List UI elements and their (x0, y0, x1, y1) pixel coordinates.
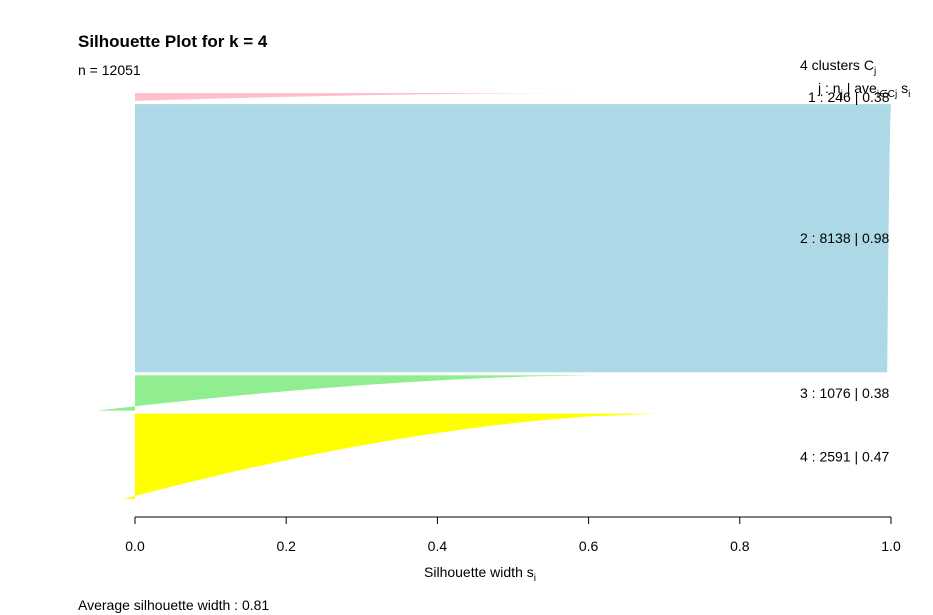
x-tick-label: 0.8 (730, 538, 750, 554)
legend-columns: j : nj | avei∈Cj si (817, 80, 910, 100)
x-axis-label: Silhouette width si (424, 564, 536, 584)
cluster-label-3: 3 : 1076 | 0.38 (800, 385, 889, 401)
cluster-bar-2 (135, 104, 891, 373)
average-silhouette-width: Average silhouette width : 0.81 (78, 597, 269, 613)
x-tick-label: 1.0 (881, 538, 901, 554)
cluster-bar-1 (127, 93, 574, 102)
cluster-bar-4 (123, 413, 657, 499)
cluster-labels: 1 : 246 | 0.38 2 : 8138 | 0.98 3 : 1076 | … (800, 89, 890, 464)
x-tick-label: 0.2 (276, 538, 296, 554)
cluster-label-2: 2 : 8138 | 0.98 (800, 230, 889, 246)
legend-header: 4 clusters Cj (800, 57, 876, 77)
x-tick-label: 0.0 (125, 538, 145, 554)
cluster-bar-3 (97, 375, 597, 411)
cluster-label-1: 1 : 246 | 0.38 (808, 89, 890, 105)
cluster-bars (97, 93, 891, 499)
chart-title: Silhouette Plot for k = 4 (78, 32, 268, 51)
x-axis-ticks: 0.0 0.2 0.4 0.6 0.8 1.0 (125, 517, 901, 554)
x-tick-label: 0.4 (428, 538, 448, 554)
cluster-label-4: 4 : 2591 | 0.47 (800, 448, 889, 464)
x-tick-label: 0.6 (579, 538, 599, 554)
sample-size: n = 12051 (78, 62, 141, 78)
